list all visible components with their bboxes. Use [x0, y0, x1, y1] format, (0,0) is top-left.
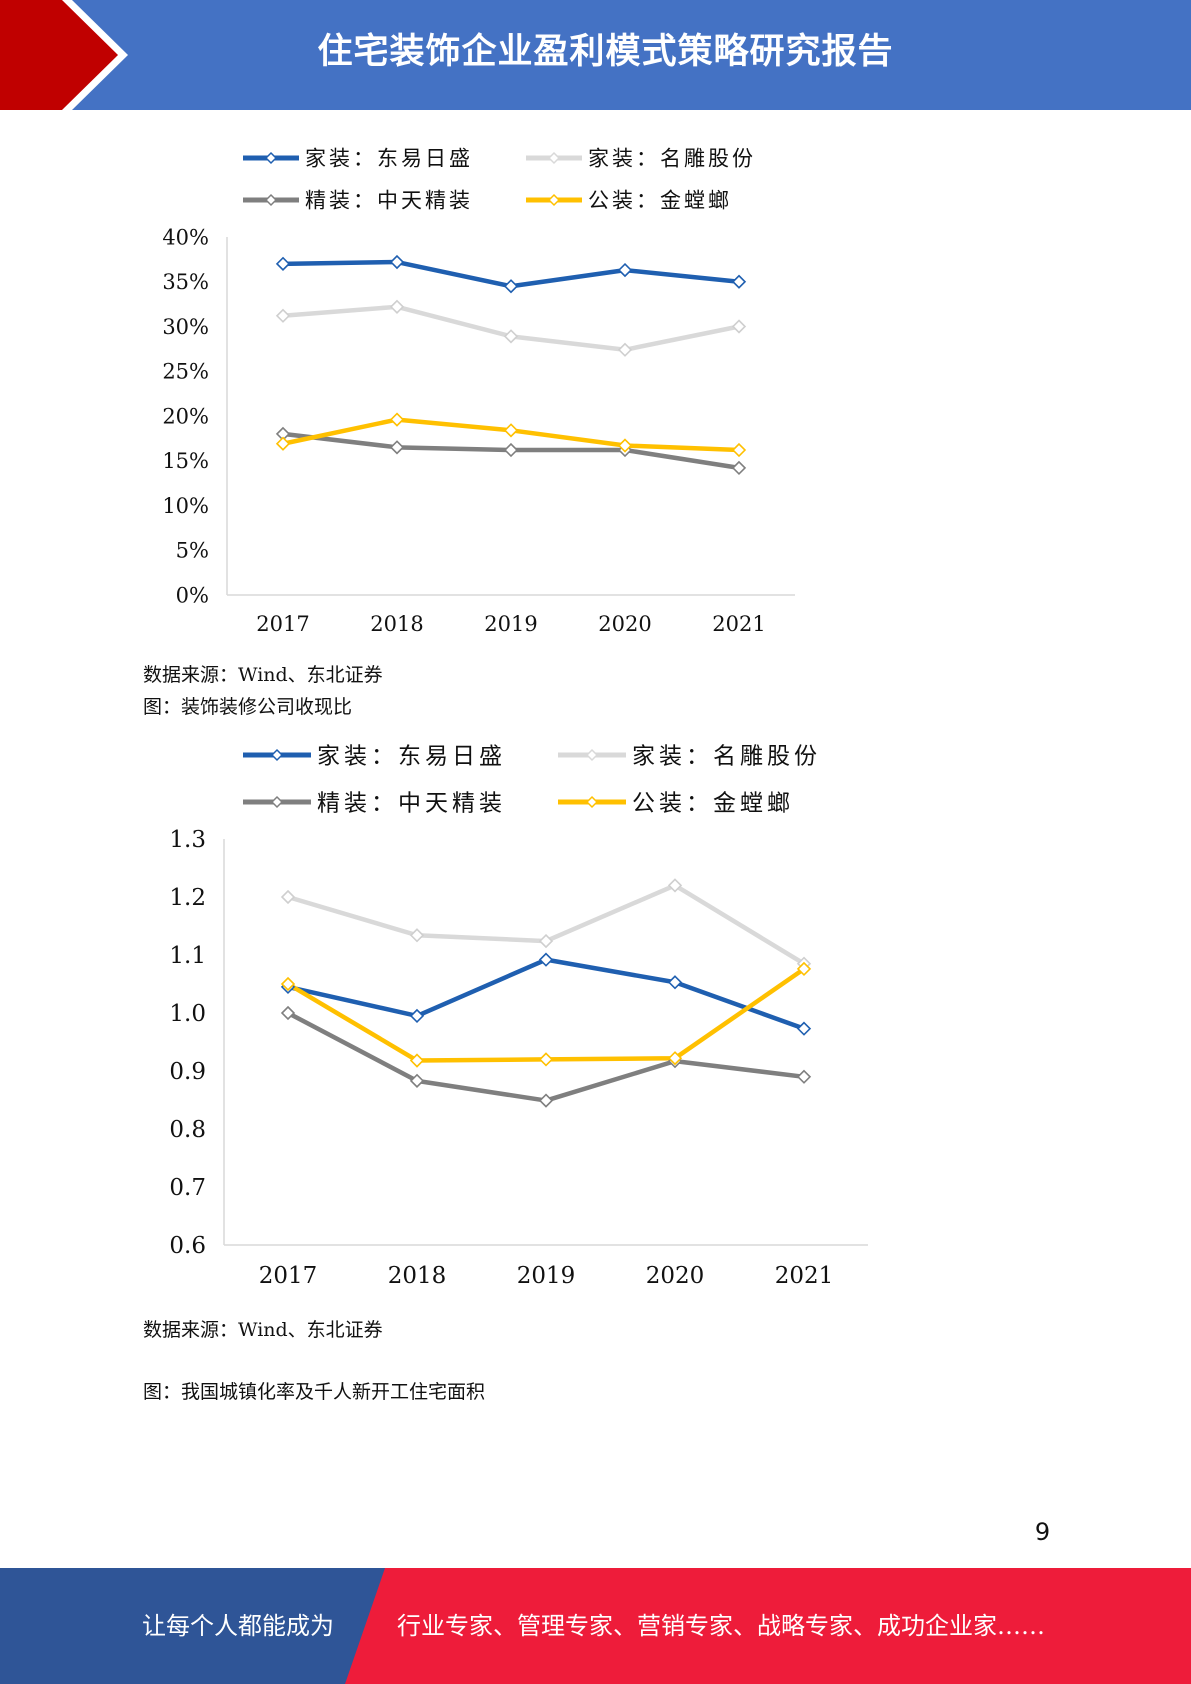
- page-footer: 让每个人都能成为 行业专家、管理专家、营销专家、战略专家、成功企业家……: [0, 1568, 1191, 1684]
- y-tick-label: 10%: [162, 494, 209, 518]
- x-tick-label: 2017: [256, 612, 309, 636]
- data-point-marker: [731, 274, 747, 289]
- legend-swatch-marker: [585, 795, 599, 809]
- series-line: [287, 883, 806, 966]
- y-tick-label: 0%: [176, 583, 209, 607]
- legend-swatch-marker: [585, 748, 599, 762]
- y-tick-label: 40%: [162, 225, 209, 249]
- y-tick-label: 0.9: [169, 1059, 206, 1085]
- data-point-marker: [409, 928, 425, 943]
- x-tick-label: 2018: [370, 612, 423, 636]
- x-tick-label: 2020: [646, 1263, 705, 1289]
- data-point-marker: [280, 976, 296, 992]
- data-point-marker: [667, 878, 683, 893]
- y-tick-label: 35%: [162, 270, 209, 294]
- data-point-marker: [617, 438, 633, 453]
- y-tick-label: 0.6: [169, 1233, 206, 1259]
- caption-title-2: 图：装饰装修公司收现比: [143, 696, 353, 718]
- data-point-marker: [538, 933, 554, 949]
- data-point-marker: [409, 1073, 425, 1088]
- data-point-marker: [389, 299, 405, 314]
- legend-label: 家装：名雕股份: [632, 743, 821, 769]
- data-point-marker: [731, 319, 747, 334]
- data-point-marker: [275, 256, 291, 271]
- legend-swatch-marker: [270, 795, 284, 809]
- legend-label: 精装：中天精装: [317, 790, 506, 816]
- caption-title-3: 图：我国城镇化率及千人新开工住宅面积: [143, 1381, 486, 1403]
- report-title: 住宅装饰企业盈利模式策略研究报告: [317, 32, 894, 72]
- header-arrow-decoration: [0, 0, 128, 110]
- data-point-marker: [617, 342, 633, 357]
- data-point-marker: [389, 412, 405, 427]
- series-line: [287, 957, 805, 1031]
- legend-swatch-marker: [264, 193, 278, 207]
- y-tick-label: 5%: [176, 539, 209, 563]
- chart-margin: 家装：东易日盛 家装：名雕股份精装：中天精装 公装：金螳螂 0% 5% 10% 15% 20%…: [140, 130, 820, 645]
- data-point-marker: [280, 1005, 296, 1021]
- legend-label: 家装：名雕股份: [588, 147, 756, 171]
- series-line: [286, 967, 806, 1063]
- data-point-marker: [731, 460, 747, 476]
- footer-slogan-left: 让每个人都能成为: [142, 1612, 334, 1640]
- x-tick-label: 2019: [517, 1263, 576, 1289]
- data-point-marker: [538, 1052, 554, 1067]
- legend-swatch-marker: [547, 193, 561, 207]
- page-header: 住宅装饰企业盈利模式策略研究报告: [0, 0, 1191, 110]
- legend-swatch-marker: [264, 151, 278, 165]
- legend-swatch-marker: [270, 748, 284, 762]
- y-tick-label: 0.8: [169, 1117, 206, 1143]
- data-point-marker: [796, 1021, 812, 1036]
- x-tick-label: 2020: [598, 612, 651, 636]
- y-tick-label: 1.3: [169, 827, 206, 853]
- footer-background: [0, 1568, 1191, 1684]
- data-point-marker: [617, 262, 633, 278]
- y-tick-label: 15%: [162, 449, 209, 473]
- data-point-marker: [389, 254, 405, 270]
- y-tick-label: 1.1: [169, 943, 206, 969]
- data-point-marker: [503, 442, 519, 458]
- y-tick-label: 30%: [162, 315, 209, 339]
- data-point-marker: [503, 423, 519, 438]
- y-tick-label: 1.0: [169, 1001, 206, 1027]
- data-point-marker: [731, 442, 747, 458]
- y-tick-label: 0.7: [169, 1175, 206, 1201]
- footer-slogan-right: 行业专家、管理专家、营销专家、战略专家、成功企业家……: [397, 1612, 1045, 1640]
- data-point-marker: [538, 1093, 554, 1108]
- data-point-marker: [409, 1053, 425, 1068]
- data-point-marker: [503, 279, 519, 294]
- data-point-marker: [280, 889, 296, 905]
- data-point-marker: [409, 1008, 425, 1024]
- data-point-marker: [796, 961, 812, 977]
- caption-source-1: 数据来源：Wind、东北证券: [143, 664, 383, 686]
- y-tick-label: 20%: [162, 404, 209, 428]
- data-point-marker: [503, 329, 519, 344]
- data-point-marker: [667, 975, 683, 990]
- x-tick-label: 2018: [388, 1263, 447, 1289]
- legend-label: 公装：金螳螂: [632, 790, 794, 816]
- y-tick-label: 1.2: [169, 885, 206, 911]
- page-number: 9: [1034, 1518, 1051, 1546]
- x-tick-label: 2019: [484, 612, 537, 636]
- data-point-marker: [389, 440, 405, 455]
- legend-label: 精装：中天精装: [305, 189, 473, 213]
- data-point-marker: [538, 952, 554, 967]
- x-tick-label: 2021: [712, 612, 765, 636]
- data-point-marker: [275, 436, 291, 451]
- legend-label: 公装：金螳螂: [588, 189, 732, 213]
- data-point-marker: [796, 1069, 812, 1084]
- legend-label: 家装：东易日盛: [317, 743, 506, 769]
- x-tick-label: 2021: [775, 1263, 834, 1289]
- caption-source-2: 数据来源：Wind、东北证券: [143, 1319, 383, 1341]
- data-point-marker: [275, 308, 291, 323]
- legend-swatch-marker: [547, 151, 561, 165]
- chart-cash-ratio: 家装：东易日盛 家装：名雕股份精装：中天精装 公装：金螳螂 0.6 0.7 0.8 0.9 1…: [140, 725, 880, 1305]
- y-tick-label: 25%: [162, 360, 209, 384]
- legend-label: 家装：东易日盛: [305, 147, 473, 171]
- data-point-marker: [667, 1051, 683, 1066]
- x-tick-label: 2017: [259, 1263, 318, 1289]
